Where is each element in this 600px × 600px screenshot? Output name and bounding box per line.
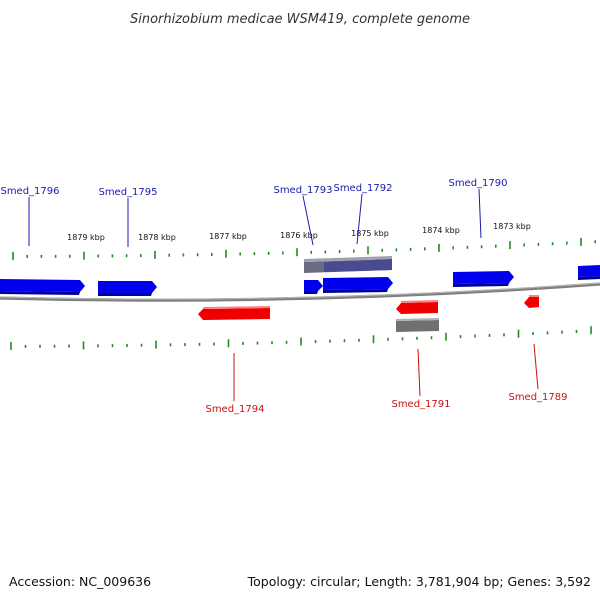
feature-grey-top[interactable]	[304, 256, 392, 273]
label-smed-1795[interactable]: Smed_1795	[98, 187, 157, 198]
label-smed-1794[interactable]: Smed_1794	[205, 404, 264, 415]
gene-smed-1789[interactable]	[524, 295, 539, 308]
label-smed-1796[interactable]: Smed_1796	[0, 186, 59, 197]
gene-smed-1795[interactable]	[98, 281, 157, 296]
scale-label-1877: 1877 kbp	[209, 232, 247, 241]
connector-smed-1793	[302, 195, 314, 246]
scale-label-1878: 1878 kbp	[138, 233, 176, 242]
connector-smed-1790	[478, 188, 482, 239]
genome-title: Sinorhizobium medicae WSM419, complete g…	[130, 12, 470, 27]
label-connectors	[28, 188, 539, 401]
label-smed-1790[interactable]: Smed_1790	[448, 178, 507, 189]
gene-offscreen-right[interactable]	[578, 265, 600, 280]
scale-label-1874: 1874 kbp	[422, 226, 460, 235]
scale-ticks	[10, 237, 597, 350]
gene-smed-1791[interactable]	[396, 300, 438, 314]
connector-smed-1792	[356, 193, 363, 245]
gene-labels: Smed_1796 Smed_1795 Smed_1793 Smed_1792 …	[0, 178, 567, 415]
gene-smed-1793[interactable]	[304, 280, 323, 294]
label-smed-1792[interactable]: Smed_1792	[333, 183, 392, 194]
gene-smed-1796[interactable]	[0, 279, 85, 295]
forward-genes	[0, 265, 600, 296]
connector-smed-1789	[533, 343, 539, 390]
genome-backbone-highlight	[0, 282, 600, 300]
gene-smed-1794[interactable]	[198, 306, 270, 320]
label-smed-1793[interactable]: Smed_1793	[273, 185, 332, 196]
label-smed-1791[interactable]: Smed_1791	[391, 399, 450, 410]
feature-grey-bottom[interactable]	[396, 318, 439, 332]
topology-text: Topology: circular; Length: 3,781,904 bp…	[247, 574, 591, 589]
scale-label-1876: 1876 kbp	[280, 231, 318, 240]
genome-backbone	[0, 282, 600, 302]
scale-labels: 1879 kbp 1878 kbp 1877 kbp 1876 kbp 1875…	[67, 222, 531, 242]
scale-label-1873: 1873 kbp	[493, 222, 531, 231]
reverse-genes	[198, 295, 539, 320]
gene-smed-1790[interactable]	[453, 271, 514, 287]
connector-smed-1791	[417, 348, 421, 397]
accession-text: Accession: NC_009636	[9, 574, 151, 589]
scale-label-1875: 1875 kbp	[351, 229, 389, 238]
label-smed-1789[interactable]: Smed_1789	[508, 392, 567, 403]
gene-smed-1792[interactable]	[323, 277, 393, 293]
scale-label-1879: 1879 kbp	[67, 233, 105, 242]
